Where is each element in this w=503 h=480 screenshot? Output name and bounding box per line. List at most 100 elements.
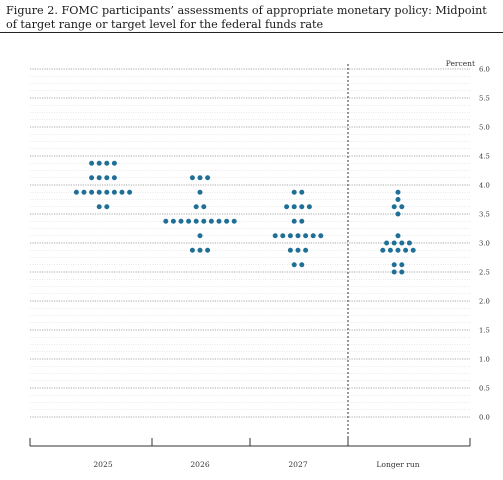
dot-point (272, 233, 278, 239)
dot-point (170, 218, 176, 224)
dot-point (284, 204, 290, 210)
y-tick-label: 5.5 (479, 95, 490, 103)
dot-point (163, 218, 169, 224)
y-tick-label: 3.0 (479, 240, 490, 248)
x-tick-labels: 2025 2026 2027 Longer run (93, 460, 419, 469)
dot-point (224, 218, 230, 224)
unit-label: Percent (446, 59, 475, 68)
dot-point (201, 204, 207, 210)
dot-point (299, 204, 305, 210)
dot-point (205, 247, 211, 253)
dot-point (387, 247, 393, 253)
y-tick-label: 4.5 (479, 153, 490, 161)
dot-point (303, 233, 309, 239)
dot-point (391, 204, 397, 210)
y-tick-label: 6.0 (479, 66, 490, 74)
dot-point (395, 189, 401, 195)
y-tick-label: 4.0 (479, 182, 490, 190)
dot-point (310, 233, 316, 239)
dot-point (391, 240, 397, 246)
dot-point (403, 247, 409, 253)
x-tick-label: Longer run (376, 460, 419, 469)
dot-point (380, 247, 386, 253)
dot-point (410, 247, 416, 253)
dot-point (303, 247, 309, 253)
dot-point (318, 233, 324, 239)
dot-point (399, 204, 405, 210)
dot-point (104, 160, 110, 166)
y-tick-label: 1.5 (479, 327, 490, 335)
dot-point (96, 189, 102, 195)
y-tick-label: 5.0 (479, 124, 490, 132)
dot-point (197, 175, 203, 181)
dot-point (96, 160, 102, 166)
dot-point (104, 175, 110, 181)
dot-point (197, 189, 203, 195)
dot-point (291, 218, 297, 224)
y-tick-label: 3.5 (479, 211, 490, 219)
dot-point (291, 262, 297, 268)
x-tick-label: 2025 (93, 460, 112, 469)
dot-point (291, 189, 297, 195)
dot-point (287, 247, 293, 253)
dot-point (81, 189, 87, 195)
dot-point (104, 204, 110, 210)
dot-point (189, 247, 195, 253)
dot-point (291, 204, 297, 210)
dot-point (186, 218, 192, 224)
dot-point (231, 218, 237, 224)
dot-point (193, 204, 199, 210)
dots (73, 160, 416, 275)
dot-point (189, 175, 195, 181)
dot-point (89, 160, 95, 166)
x-tick-label: 2026 (190, 460, 209, 469)
y-tick-label: 2.0 (479, 298, 490, 306)
dot-point (399, 262, 405, 268)
y-tick-label: 0.0 (479, 414, 490, 422)
y-tick-label: 2.5 (479, 269, 490, 277)
dot-point (295, 247, 301, 253)
dot-point (295, 233, 301, 239)
dot-point (208, 218, 214, 224)
dot-point (89, 189, 95, 195)
dot-point (299, 218, 305, 224)
dot-point (197, 247, 203, 253)
dot-point (96, 204, 102, 210)
dot-point (127, 189, 133, 195)
dot-point (384, 240, 390, 246)
dot-point (280, 233, 286, 239)
dot-point (299, 189, 305, 195)
dot-point (287, 233, 293, 239)
dot-point (197, 233, 203, 239)
dot-point (299, 262, 305, 268)
dot-point (201, 218, 207, 224)
dot-point (193, 218, 199, 224)
dot-point (111, 160, 117, 166)
dot-point (205, 175, 211, 181)
dot-point (399, 269, 405, 275)
dot-point (178, 218, 184, 224)
dot-point (73, 189, 79, 195)
dot-point (391, 269, 397, 275)
dot-point (406, 240, 412, 246)
dot-point (216, 218, 222, 224)
dot-point (395, 247, 401, 253)
dot-point (395, 197, 401, 202)
y-tick-label: 1.0 (479, 356, 490, 364)
y-tick-label: 0.5 (479, 385, 490, 393)
dot-point (111, 189, 117, 195)
dot-point (395, 211, 401, 217)
x-axis (29, 64, 471, 447)
dot-point (399, 240, 405, 246)
dot-point (96, 175, 102, 181)
figure-title: Figure 2. FOMC participants’ assessments… (6, 4, 487, 31)
y-tick-labels: 0.0 0.5 1.0 1.5 2.0 2.5 3.0 3.5 4.0 4.5 5.0 5.5 6.0 (479, 66, 490, 422)
title-rule (0, 32, 503, 34)
x-tick-label: 2027 (288, 460, 307, 469)
dot-point (306, 204, 312, 210)
dot-point (395, 233, 401, 239)
dot-point (391, 262, 397, 268)
dot-point (104, 189, 110, 195)
dot-point (111, 175, 117, 181)
